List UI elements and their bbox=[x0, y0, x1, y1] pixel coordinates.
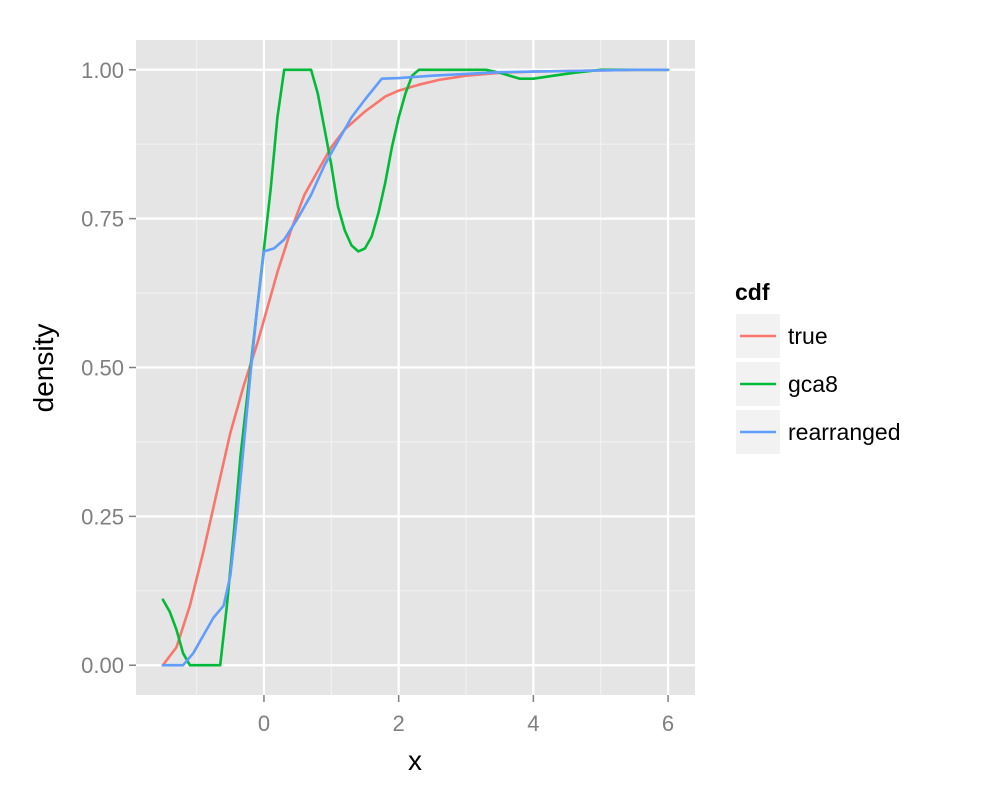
y-tick-label: 0.25 bbox=[81, 504, 124, 529]
series-line-rearranged bbox=[161, 68, 670, 667]
legend: cdf true gca8 rearranged bbox=[735, 279, 901, 454]
y-axis-title: density bbox=[28, 324, 59, 413]
x-tick-label: 4 bbox=[527, 711, 539, 736]
y-tick-label: 0.50 bbox=[81, 356, 124, 381]
x-axis-ticks: 0 2 4 6 bbox=[258, 695, 674, 736]
x-tick-label: 2 bbox=[393, 711, 405, 736]
legend-label-rearranged: rearranged bbox=[788, 419, 901, 445]
series-lines bbox=[161, 68, 670, 667]
y-tick-label: 0.75 bbox=[81, 207, 124, 232]
legend-label-true: true bbox=[788, 323, 828, 349]
y-tick-label: 0.00 bbox=[81, 653, 124, 678]
x-axis-title: x bbox=[408, 745, 422, 776]
y-tick-label: 1.00 bbox=[81, 58, 124, 83]
legend-title: cdf bbox=[735, 279, 770, 305]
y-axis-ticks: 0.00 0.25 0.50 0.75 1.00 bbox=[81, 58, 136, 678]
legend-label-gca8: gca8 bbox=[788, 371, 838, 397]
x-tick-label: 6 bbox=[662, 711, 674, 736]
x-tick-label: 0 bbox=[258, 711, 270, 736]
